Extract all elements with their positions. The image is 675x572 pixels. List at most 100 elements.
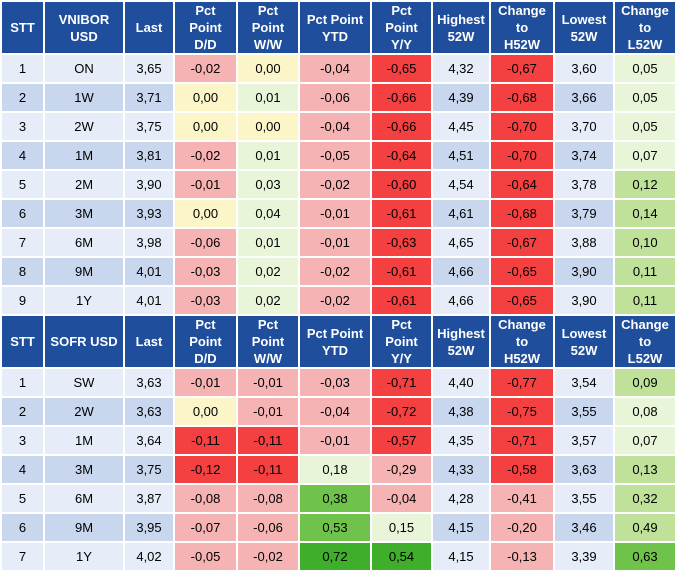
cell-low: 3,55 (553, 483, 615, 514)
column-header-line: Point (385, 334, 418, 349)
column-header-line: 52W (570, 28, 598, 44)
cell-chl: 0,07 (613, 425, 675, 456)
cell-yy: -0,61 (370, 285, 433, 316)
cell-chh: -0,13 (489, 541, 555, 572)
cell-chl: 0,07 (613, 140, 675, 171)
column-header-stt: STT (0, 0, 45, 55)
column-header-line: 52W (570, 342, 598, 358)
cell-term: 1Y (43, 285, 125, 316)
cell-chl: 0,09 (613, 367, 675, 398)
column-header-line: to (515, 20, 529, 35)
column-header-line: 52W (447, 342, 475, 358)
cell-term: SW (43, 367, 125, 398)
cell-chl: 0,32 (613, 483, 675, 514)
column-header-line: Pct (391, 3, 412, 18)
cell-low: 3,66 (553, 82, 615, 113)
cell-last: 4,02 (123, 541, 175, 572)
cell-ww: 0,01 (236, 227, 300, 258)
cell-yy: -0,60 (370, 169, 433, 200)
cell-dd: -0,08 (173, 483, 238, 514)
cell-ww: 0,02 (236, 285, 300, 316)
column-header-line: 52W (447, 28, 475, 44)
cell-high: 4,61 (431, 198, 491, 229)
cell-dd: 0,00 (173, 82, 238, 113)
cell-low: 3,55 (553, 396, 615, 427)
cell-high: 4,45 (431, 111, 491, 142)
column-header-term: SOFR USD (43, 314, 125, 369)
column-header-line: Point (385, 20, 418, 35)
table-row: 5 2M 3,90 -0,01 0,03 -0,02 -0,60 4,54 -0,64 3,78 0… (0, 169, 675, 200)
cell-chl: 0,12 (613, 169, 675, 200)
table-row: 3 2W 3,75 0,00 0,00 -0,04 -0,66 4,45 -0,70 3,70 0,… (0, 111, 675, 142)
table-row: 4 1M 3,81 -0,02 0,01 -0,05 -0,64 4,51 -0,70 3,74 0… (0, 140, 675, 171)
cell-term: 2W (43, 396, 125, 427)
cell-ytd: -0,03 (298, 367, 372, 398)
column-header-line: Pct (257, 3, 279, 18)
cell-stt: 3 (0, 425, 45, 456)
cell-ytd: 0,38 (298, 483, 372, 514)
column-header-low: Lowest 52W (553, 0, 615, 55)
cell-last: 3,90 (123, 169, 175, 200)
cell-dd: -0,03 (173, 256, 238, 287)
cell-low: 3,90 (553, 256, 615, 287)
cell-last: 3,65 (123, 53, 175, 84)
cell-ww: -0,06 (236, 512, 300, 543)
cell-ww: 0,01 (236, 82, 300, 113)
column-header-ww: Pct Point W/W (236, 314, 300, 369)
cell-chh: -0,70 (489, 140, 555, 171)
cell-chh: -0,65 (489, 285, 555, 316)
column-header-line: USD (70, 28, 98, 44)
column-header-ytd: Pct Point YTD (298, 314, 372, 369)
cell-stt: 2 (0, 82, 45, 113)
cell-yy: -0,64 (370, 140, 433, 171)
cell-stt: 5 (0, 483, 45, 514)
cell-chl: 0,08 (613, 396, 675, 427)
column-header-line: Highest (437, 325, 485, 341)
table-row: 1 SW 3,63 -0,01 -0,01 -0,03 -0,71 4,40 -0,77 3,54… (0, 367, 675, 398)
cell-ytd: -0,02 (298, 169, 372, 200)
column-header-line: D/D (194, 37, 217, 52)
column-header-line: to (638, 334, 652, 349)
cell-ww: 0,00 (236, 111, 300, 142)
cell-low: 3,63 (553, 454, 615, 485)
column-header-line: L52W (627, 37, 663, 52)
column-header-line: SOFR USD (50, 334, 118, 349)
column-header-line: to (515, 334, 529, 349)
cell-ww: -0,02 (236, 541, 300, 572)
column-header-high: Highest 52W (431, 314, 491, 369)
cell-low: 3,57 (553, 425, 615, 456)
column-header-line: H52W (503, 351, 541, 366)
column-header-ww: Pct Point W/W (236, 0, 300, 55)
cell-high: 4,66 (431, 256, 491, 287)
cell-last: 3,63 (123, 367, 175, 398)
cell-ytd: -0,01 (298, 425, 372, 456)
column-header-term: VNIBOR USD (43, 0, 125, 55)
cell-last: 3,87 (123, 483, 175, 514)
cell-yy: -0,66 (370, 111, 433, 142)
column-header-line: Pct (257, 317, 279, 332)
cell-chh: -0,70 (489, 111, 555, 142)
cell-ytd: -0,02 (298, 256, 372, 287)
cell-yy: 0,15 (370, 512, 433, 543)
cell-dd: 0,00 (173, 111, 238, 142)
cell-ytd: 0,72 (298, 541, 372, 572)
cell-yy: -0,29 (370, 454, 433, 485)
cell-term: 1M (43, 140, 125, 171)
section-header-row: STT VNIBOR USD Last Pct Point D/D Pct Point W/W Pc… (0, 0, 675, 55)
column-header-line: Point (251, 20, 285, 35)
cell-low: 3,54 (553, 367, 615, 398)
cell-ytd: -0,06 (298, 82, 372, 113)
cell-term: 9M (43, 512, 125, 543)
cell-last: 3,93 (123, 198, 175, 229)
column-header-chl: Change to L52W (613, 314, 675, 369)
cell-last: 3,81 (123, 140, 175, 171)
cell-chl: 0,49 (613, 512, 675, 543)
cell-stt: 3 (0, 111, 45, 142)
column-header-line: W/W (253, 37, 283, 52)
cell-chl: 0,10 (613, 227, 675, 258)
cell-stt: 1 (0, 53, 45, 84)
cell-last: 3,98 (123, 227, 175, 258)
cell-ww: -0,01 (236, 396, 300, 427)
table-row: 6 3M 3,93 0,00 0,04 -0,01 -0,61 4,61 -0,68 3,79 0,… (0, 198, 675, 229)
